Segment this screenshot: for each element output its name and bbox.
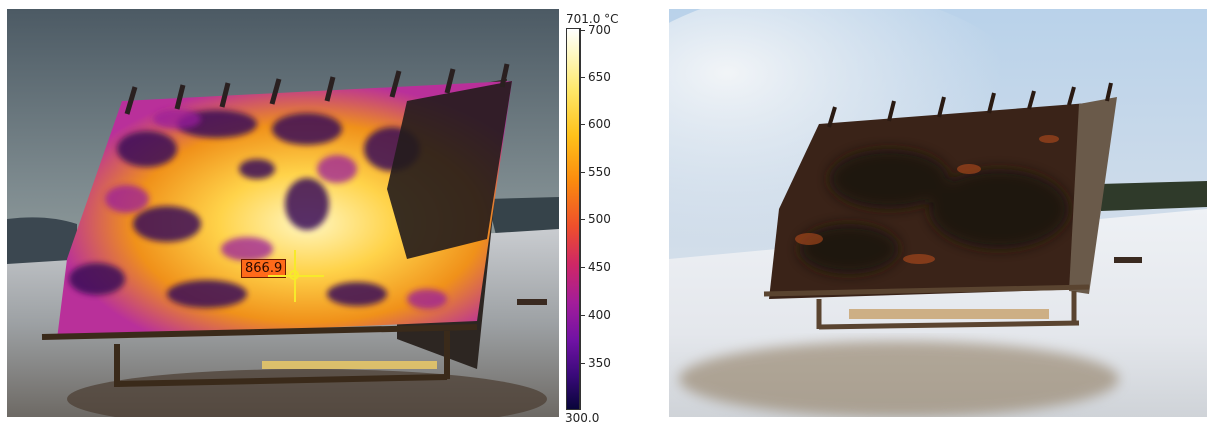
spot-crosshair-icon[interactable]: [289, 270, 299, 280]
scale-tick-label: 450: [588, 260, 611, 274]
scale-tick: [580, 363, 585, 364]
scale-tick: [580, 30, 585, 31]
scale-max-label: 701.0 °C: [566, 12, 619, 26]
temperature-scale: 701.0 °C 700 650 600 550 500 450 400 350…: [562, 0, 622, 425]
scale-tick: [580, 267, 585, 268]
scale-min-label: 300.0: [565, 411, 600, 425]
scale-tick-label: 350: [588, 356, 611, 370]
scale-tick: [580, 315, 585, 316]
scale-tick-label: 400: [588, 308, 611, 322]
color-gradient-bar: [566, 28, 580, 410]
scale-tick: [580, 219, 585, 220]
thermal-image: [7, 9, 559, 417]
scale-tick: [580, 77, 585, 78]
scale-tick-label: 550: [588, 165, 611, 179]
scale-tick-label: 700: [588, 23, 611, 37]
scale-tick-label: 600: [588, 117, 611, 131]
scale-tick-label: 500: [588, 212, 611, 226]
visible-light-photo: [669, 9, 1207, 417]
spot-temperature-label: 866.9: [241, 259, 287, 278]
scale-tick-label: 650: [588, 70, 611, 84]
scale-tick: [580, 172, 585, 173]
scale-tick: [580, 124, 585, 125]
